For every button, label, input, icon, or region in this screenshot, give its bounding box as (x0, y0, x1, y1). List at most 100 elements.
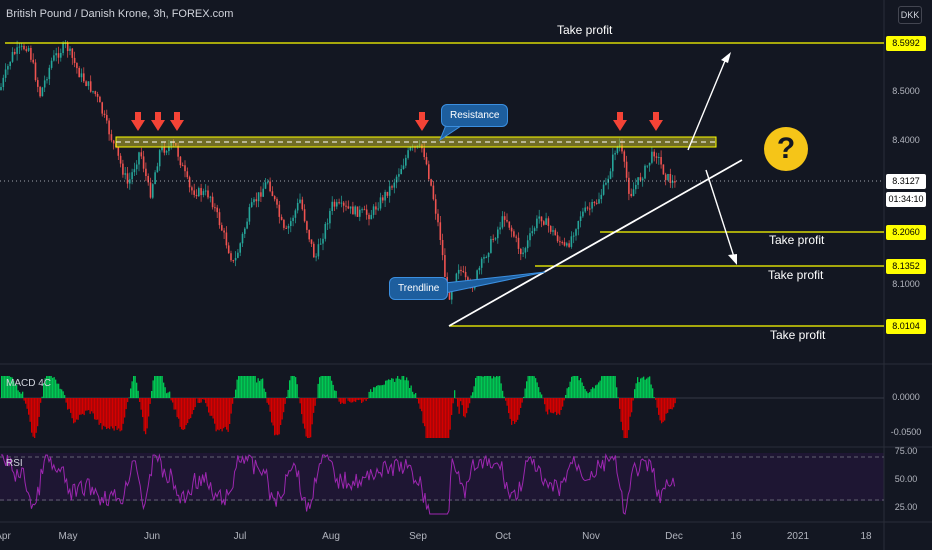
candle-body (391, 186, 393, 188)
macd-bar (362, 398, 364, 402)
macd-bar (637, 377, 639, 398)
macd-bar (529, 376, 531, 398)
candle-body (80, 73, 83, 78)
candle-body (9, 61, 11, 66)
macd-bar (569, 381, 571, 398)
candle-body (315, 256, 317, 258)
candle-body (490, 238, 492, 253)
macd-bar (145, 398, 147, 435)
macd-bar (331, 380, 333, 398)
macd-bar (44, 378, 46, 398)
candle-body (584, 207, 586, 212)
candle-body (324, 224, 327, 239)
macd-bar (373, 387, 375, 398)
candle-body (39, 86, 41, 97)
macd-bar (394, 381, 396, 398)
candle-body (614, 153, 616, 155)
macd-bar (577, 376, 579, 398)
candle-body (181, 165, 184, 167)
macd-bar (184, 398, 186, 430)
macd-bar (137, 390, 139, 398)
macd-bar (665, 398, 667, 414)
candle-body (329, 210, 331, 224)
candle-body (46, 79, 48, 81)
macd-bar (208, 398, 210, 413)
macd-bar (280, 398, 282, 425)
candle-body (158, 150, 161, 167)
macd-bar (388, 379, 390, 398)
trendline-callout[interactable]: Trendline (389, 277, 449, 300)
candle-body (214, 207, 216, 209)
symbol-title[interactable]: British Pound / Danish Krone, 3h, FOREX.… (6, 8, 234, 20)
candle-body (101, 102, 103, 114)
candle-body (16, 47, 18, 54)
candle-body (262, 188, 264, 197)
candle-body (333, 201, 336, 207)
candle-body (430, 179, 432, 186)
candle-body (18, 46, 21, 48)
resistance-callout[interactable]: Resistance (441, 104, 509, 127)
macd-bar (296, 384, 298, 398)
macd-bar (239, 376, 241, 398)
macd-bar (316, 398, 318, 399)
macd-bar (565, 395, 567, 398)
projection-up-arrow-head (721, 52, 731, 63)
macd-bar (227, 398, 229, 432)
candle-body (41, 87, 44, 97)
macd-bar (308, 398, 310, 438)
candle-body (655, 156, 658, 158)
macd-tick: 0.0000 (892, 392, 920, 402)
candle-body (89, 81, 92, 92)
macd-bar (547, 398, 549, 415)
candle-body (543, 221, 545, 225)
macd-bar (223, 398, 225, 429)
macd-bar (448, 398, 450, 438)
rsi-indicator-label[interactable]: RSI (6, 458, 23, 469)
candle-body (99, 96, 101, 103)
candle-body (34, 62, 37, 81)
candle-body (464, 272, 467, 278)
macd-bar (220, 398, 222, 429)
macd-bar (248, 376, 250, 398)
candle-body (572, 235, 575, 237)
candle-body (621, 144, 623, 152)
macd-bar (379, 385, 381, 398)
macd-bar (475, 378, 477, 398)
macd-bar (125, 398, 127, 410)
candle-body (306, 221, 308, 230)
macd-bar (430, 398, 432, 438)
macd-bar (476, 376, 478, 398)
macd-bar (17, 390, 19, 398)
time-axis-label: Apr (0, 531, 11, 542)
macd-bar (163, 382, 165, 398)
macd-bar (169, 391, 171, 398)
macd-bar (95, 398, 97, 420)
candle-body (467, 277, 469, 281)
macd-bar (508, 398, 510, 414)
macd-bar (670, 398, 672, 409)
candle-body (241, 233, 244, 244)
macd-bar (262, 378, 264, 398)
macd-bar (173, 398, 175, 410)
macd-bar (128, 397, 130, 398)
candle-body (384, 191, 386, 201)
candle-body (133, 169, 136, 173)
macd-bar (488, 376, 490, 398)
macd-bar (209, 398, 211, 416)
candle-body (37, 80, 39, 87)
macd-bar (595, 385, 597, 398)
macd-bar (418, 398, 420, 404)
macd-bar (512, 398, 514, 421)
macd-indicator-label[interactable]: MACD 4C (6, 378, 52, 389)
time-axis-label: May (58, 531, 78, 542)
macd-bar (556, 398, 558, 416)
macd-bar (211, 398, 213, 416)
macd-bar (323, 376, 325, 398)
macd-bar (530, 376, 532, 398)
candle-body (209, 196, 212, 198)
macd-bar (526, 381, 528, 398)
macd-bar (176, 398, 178, 418)
take-profit-label-top: Take profit (557, 23, 613, 37)
currency-badge[interactable]: DKK (898, 6, 922, 24)
